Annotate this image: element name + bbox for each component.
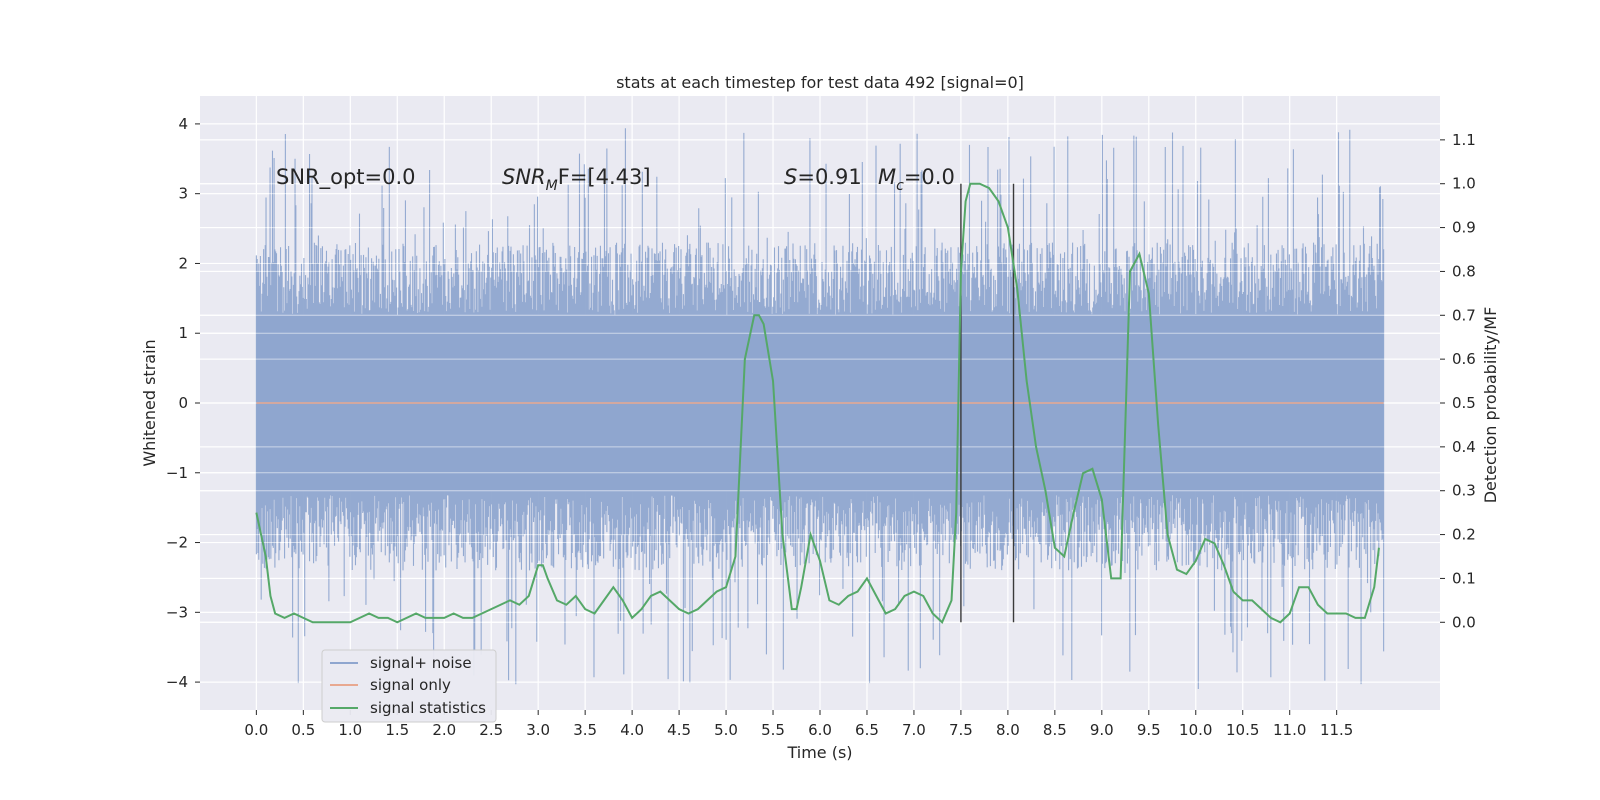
y-right-tick-label: 0.0	[1452, 613, 1476, 631]
x-tick-label: 0.0	[244, 721, 268, 739]
annotation-snr-mf-rest: F=[4.43]	[558, 165, 651, 189]
annotation-snr-opt: SNR_opt=0.0	[276, 165, 416, 190]
legend-label-signal-only: signal only	[370, 676, 451, 694]
legend-label-signal-noise: signal+ noise	[370, 654, 472, 672]
x-tick-label: 1.0	[338, 721, 362, 739]
y-left-tick-label: 2	[178, 254, 188, 272]
x-tick-label: 7.0	[902, 721, 926, 739]
y-left-tick-label: −1	[166, 464, 188, 482]
legend-box	[321, 649, 497, 723]
x-tick-label: 3.5	[573, 721, 597, 739]
annotation-snr-mf-sub: M	[546, 178, 558, 194]
y-right-tick-label: 0.6	[1452, 350, 1476, 368]
y-right-tick-label: 0.3	[1452, 482, 1476, 500]
annotation-mc-rest: =0.0	[904, 165, 955, 189]
annotation-s: S=0.91	[784, 165, 862, 189]
y-right-tick-label: 0.9	[1452, 219, 1476, 237]
y-axis-left-label: Whitened strain	[140, 339, 159, 466]
x-axis-ticks: 0.0 0.5 1.0 1.5 2.0 2.5 3.0 3.5 4.0 4.5 5.0 5.5 6.0 6…	[244, 710, 1353, 739]
annotation-snr-mf: SNRMF=[4.43]	[502, 165, 651, 194]
x-tick-label: 2.0	[432, 721, 456, 739]
x-tick-label: 6.0	[808, 721, 832, 739]
y-axis-right-ticks: 1.1 1.0 0.9 0.8 0.7 0.6 0.5 0.4 0.3 0.2 0.1 0.0	[1440, 131, 1476, 631]
y-left-tick-label: −4	[166, 673, 188, 691]
x-tick-label: 6.5	[855, 721, 879, 739]
legend-label-signal-statistics: signal statistics	[370, 699, 486, 717]
y-right-tick-label: 0.4	[1452, 438, 1476, 456]
x-tick-label: 8.5	[1043, 721, 1067, 739]
x-tick-label: 0.5	[291, 721, 315, 739]
y-left-tick-label: −2	[166, 534, 188, 552]
y-left-tick-label: 4	[178, 115, 188, 133]
legend: signal+ noise signal only signal statist…	[321, 649, 497, 723]
x-tick-label: 9.0	[1090, 721, 1114, 739]
x-tick-label: 10.5	[1226, 721, 1259, 739]
x-tick-label: 4.0	[620, 721, 644, 739]
y-right-tick-label: 0.5	[1452, 394, 1476, 412]
x-axis-label: Time (s)	[786, 743, 852, 762]
y-right-tick-label: 0.8	[1452, 262, 1476, 280]
annotation-snr-mf-main: SNR	[502, 165, 546, 189]
annotation-mc-main: M	[878, 165, 896, 189]
annotation-s-rest: =0.91	[797, 165, 861, 189]
x-tick-label: 7.5	[949, 721, 973, 739]
x-tick-label: 5.0	[714, 721, 738, 739]
y-left-tick-label: 0	[178, 394, 188, 412]
y-left-tick-label: 3	[178, 185, 188, 203]
y-right-tick-label: 1.0	[1452, 175, 1476, 193]
x-tick-label: 11.5	[1320, 721, 1353, 739]
y-right-tick-label: 0.1	[1452, 569, 1476, 587]
x-tick-label: 1.5	[385, 721, 409, 739]
x-tick-label: 9.5	[1137, 721, 1161, 739]
x-tick-label: 11.0	[1273, 721, 1306, 739]
signal-statistics-line	[255, 182, 1380, 624]
x-tick-label: 10.0	[1179, 721, 1212, 739]
x-tick-label: 2.5	[479, 721, 503, 739]
y-left-tick-label: 1	[178, 324, 188, 342]
x-tick-label: 8.0	[996, 721, 1020, 739]
x-tick-label: 5.5	[761, 721, 785, 739]
y-axis-right-label: Detection probability/MF	[1481, 307, 1500, 504]
y-right-tick-label: 0.7	[1452, 306, 1476, 324]
annotation-s-main: S	[784, 165, 797, 189]
y-right-tick-label: 1.1	[1452, 131, 1476, 149]
y-axis-left-ticks: 4 3 2 1 0 −1 −2 −3 −4	[166, 115, 200, 691]
annotation-mc-sub: c	[896, 178, 904, 194]
annotation-mc: Mc=0.0	[878, 165, 955, 194]
x-tick-label: 3.0	[526, 721, 550, 739]
chart-title: stats at each timestep for test data 492…	[616, 73, 1024, 92]
x-tick-label: 4.5	[667, 721, 691, 739]
y-right-tick-label: 0.2	[1452, 526, 1476, 544]
y-left-tick-label: −3	[166, 603, 188, 621]
